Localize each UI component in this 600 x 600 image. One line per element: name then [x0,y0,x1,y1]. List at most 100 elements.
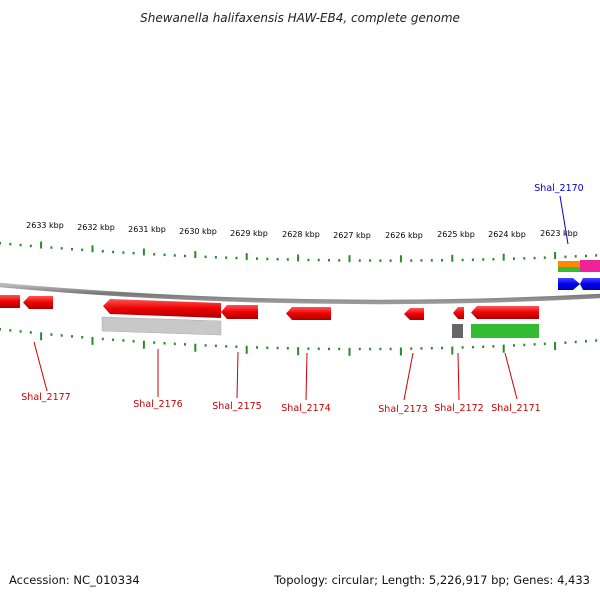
minor-tick [595,339,598,342]
minor-tick [513,257,515,260]
minor-tick [307,347,310,350]
minor-tick [81,248,84,252]
minor-tick [112,338,115,341]
gene-arrow-shal-2173[interactable] [404,308,424,320]
minor-tick [29,331,32,334]
major-tick [297,254,300,262]
minor-tick [256,346,258,349]
gene-label-shal-2174[interactable]: Shal_2174 [281,403,330,414]
minor-tick [163,342,166,345]
gene-callout-lines [33,195,569,401]
gc-magenta-block [580,260,600,272]
minor-tick [163,253,166,257]
minor-tick [585,254,587,258]
major-tick [40,332,43,341]
minor-tick [266,346,269,349]
minor-tick [101,337,104,341]
major-tick [554,252,557,259]
minor-tick [471,345,474,349]
minor-tick [338,347,341,351]
minor-tick [533,343,536,346]
minor-tick [286,347,289,350]
minor-tick [379,259,382,262]
gene-arrow-shal-2176[interactable] [103,299,221,318]
minor-tick [214,256,217,259]
minor-tick [81,336,84,339]
minor-tick [461,258,464,262]
gene-arrow-shal-2177[interactable] [23,296,53,309]
gene-labels: Shal_2170 Shal_2171 Shal_2172 Shal_2173 … [21,183,583,415]
minor-tick [461,346,464,349]
gene-arrow-shal-2174[interactable] [286,307,331,320]
kbp-label: 2623 kbp [540,229,578,238]
gene-arrow-partial-left[interactable] [0,295,20,308]
minor-tick [235,345,238,348]
minor-tick [184,343,186,346]
minor-tick [153,341,156,344]
minor-tick [420,259,423,262]
gene-arrow-shal-2175[interactable] [221,305,258,319]
gene-label-shal-2171[interactable]: Shal_2171 [491,403,540,414]
gene-label-shal-2177[interactable]: Shal_2177 [21,392,70,403]
gene-arrow-shal-2172[interactable] [453,307,464,319]
minor-tick [184,254,186,258]
minor-tick [369,259,372,262]
major-tick [502,253,505,261]
minor-tick [482,258,485,261]
minor-tick [317,258,320,262]
minor-tick [564,341,567,344]
minor-tick [564,255,567,259]
major-tick [91,245,94,253]
genome-summary-text: Topology: circular; Length: 5,226,917 bp… [274,573,590,587]
minor-tick [101,250,104,253]
dark-feature-block [452,324,463,338]
minor-tick [389,347,392,351]
minor-tick [410,347,413,350]
minor-tick [132,340,135,343]
gene-label-shal-2175[interactable]: Shal_2175 [212,401,261,412]
gene-arrow-shal-2170[interactable] [558,278,580,290]
major-tick [194,251,197,259]
minor-tick [523,257,526,260]
major-tick [399,255,402,263]
minor-tick [235,256,238,260]
callout-line-shal-2175 [236,351,239,399]
minor-tick [9,329,12,332]
major-tick [502,344,505,353]
minor-tick [513,344,515,347]
minor-tick [225,256,228,259]
major-tick [91,336,94,345]
minor-tick [225,345,228,348]
kbp-label: 2628 kbp [282,230,320,239]
minor-tick [574,255,577,258]
minor-tick [173,342,176,346]
minor-tick [173,254,176,257]
callout-line-shal-2170 [559,195,569,245]
minor-tick [122,251,125,254]
minor-tick [420,347,423,350]
minor-tick [204,344,207,347]
minor-tick [112,250,115,254]
minor-tick [286,258,289,261]
map-title: Shewanella halifaxensis HAW-EB4, complet… [140,11,460,25]
gene-label-shal-2173[interactable]: Shal_2173 [378,404,427,415]
minor-tick [533,256,536,260]
gene-label-shal-2172[interactable]: Shal_2172 [434,403,483,414]
gene-arrow-shal-2171[interactable] [471,306,539,319]
minor-tick [430,347,433,350]
genome-backbone [0,282,600,305]
minor-tick [492,345,495,348]
gene-label-shal-2176[interactable]: Shal_2176 [133,399,182,410]
minor-tick [543,342,546,346]
minor-tick [585,340,587,343]
kbp-label: 2631 kbp [128,225,166,234]
kbp-label: 2626 kbp [385,231,423,240]
forward-strand-features [558,260,600,290]
kbp-scale-labels: 2633 kbp 2632 kbp 2631 kbp 2630 kbp 2629… [26,221,578,240]
minor-tick [338,259,341,262]
minor-tick [204,255,207,259]
gene-label-shal-2170[interactable]: Shal_2170 [534,183,583,194]
minor-tick [0,328,1,331]
minor-tick [132,251,135,255]
gene-arrow-forward-next[interactable] [580,278,600,290]
